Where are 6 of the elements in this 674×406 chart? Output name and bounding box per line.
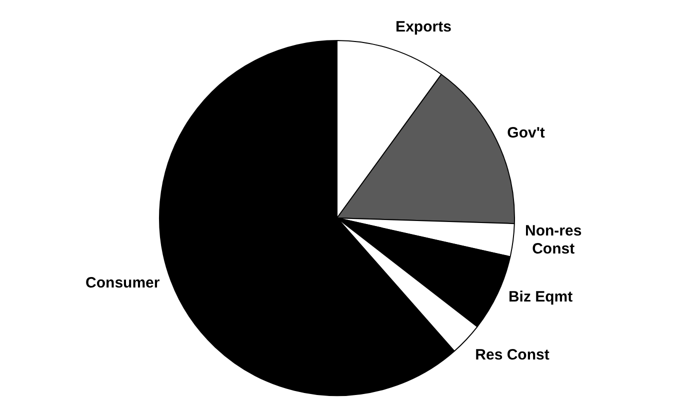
slice-label: Consumer bbox=[86, 274, 160, 292]
slice-label: Gov't bbox=[507, 124, 545, 142]
slice-label: Biz Eqmt bbox=[508, 288, 573, 306]
slice-label: Res Const bbox=[475, 346, 550, 364]
slice-label: Exports bbox=[396, 18, 452, 36]
slice-label: Non-res Const bbox=[525, 222, 582, 258]
